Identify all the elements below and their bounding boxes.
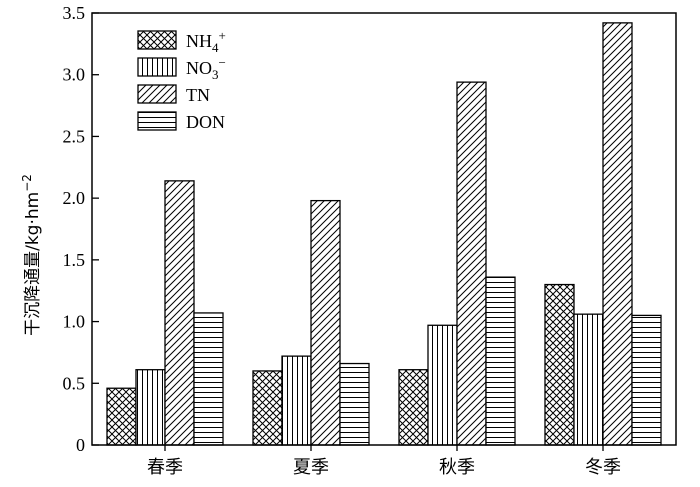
bar-horizontal-0: [193, 312, 224, 446]
y-tick-label: 2.5: [63, 126, 86, 146]
legend: NH4+NO3− TN DON: [137, 28, 226, 132]
plot-frame: [91, 12, 677, 446]
y-tick-label: 0.5: [63, 373, 86, 393]
legend-swatch-horizontal: [137, 111, 177, 131]
bar-horizontal-1: [339, 362, 370, 446]
legend-swatch-diagonal: [137, 84, 177, 104]
bar-crosshatch-0: [106, 387, 137, 446]
legend-swatch-crosshatch: [137, 30, 177, 50]
bar-diagonal-3: [602, 22, 633, 446]
y-tick-label: 1.5: [63, 250, 86, 270]
bar-crosshatch-1: [252, 370, 283, 446]
bar-vertical-1: [281, 355, 312, 446]
legend-label: NH4+: [186, 28, 226, 55]
axes-group: 春季 夏季 秋季 冬季 0 0.5 1.0 1.5 2.0 2.5 3.0 3.5: [63, 3, 677, 478]
bar-diagonal-1: [310, 199, 341, 446]
bar-diagonal-2: [456, 81, 487, 446]
legend-swatch-vertical: [137, 57, 177, 77]
bar-vertical-2: [427, 324, 458, 446]
bar-diagonal-0: [164, 180, 195, 446]
bar-horizontal-2: [485, 276, 516, 446]
bars-group: [106, 22, 662, 446]
x-tick-label: 夏季: [293, 457, 329, 478]
legend-label: TN: [186, 85, 210, 105]
y-tick-label: 2.0: [63, 188, 86, 208]
y-tick-label: 0: [76, 435, 85, 455]
legend-label: DON: [186, 112, 225, 132]
x-tick-label: 冬季: [585, 457, 621, 478]
y-tick-label: 3.5: [63, 3, 86, 23]
bar-vertical-3: [573, 313, 604, 446]
bar-crosshatch-2: [398, 369, 429, 446]
legend-label: NO3−: [186, 55, 226, 82]
y-axis-label: 干沉降通量/kg·hm−2: [20, 174, 43, 336]
bar-horizontal-3: [631, 314, 662, 446]
bar-crosshatch-3: [544, 283, 575, 446]
y-tick-label: 1.0: [63, 312, 86, 332]
x-tick-label: 秋季: [439, 457, 475, 478]
y-tick-label: 3.0: [63, 65, 86, 85]
x-tick-label: 春季: [147, 457, 183, 478]
bar-vertical-0: [135, 369, 166, 446]
